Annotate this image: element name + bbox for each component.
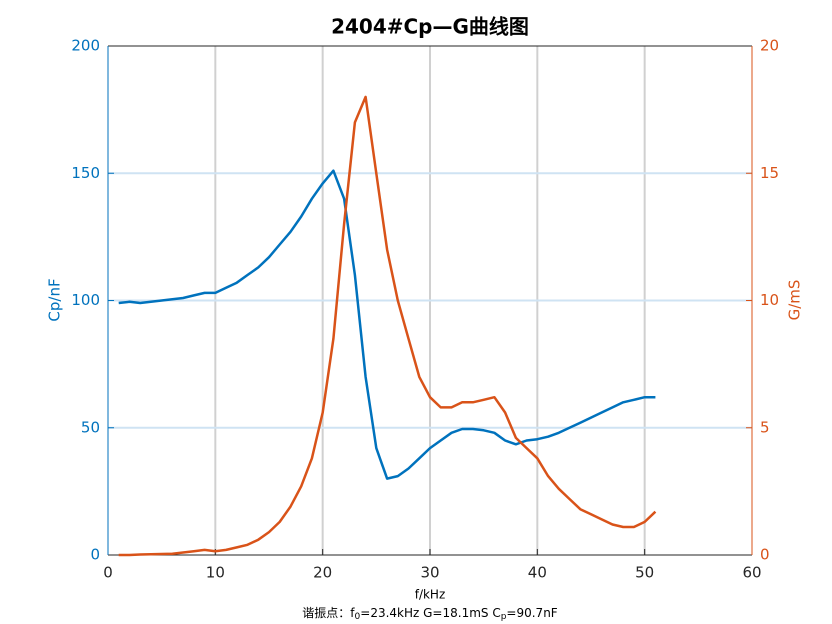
- y-tick-label: 0: [90, 546, 100, 564]
- x-tick-label: 30: [420, 564, 439, 582]
- x-tick-label: 20: [313, 564, 332, 582]
- y-tick-label: 200: [71, 37, 100, 55]
- y2-axis-label: G/mS: [786, 280, 804, 321]
- x-tick-label: 60: [742, 564, 761, 582]
- x-tick-label: 0: [103, 564, 113, 582]
- x-tick-label: 40: [528, 564, 547, 582]
- y2-tick-label: 0: [760, 546, 770, 564]
- series-line: [118, 95, 657, 557]
- annotation-part: 谐振点：f: [302, 606, 355, 620]
- y2-tick-label: 15: [760, 164, 779, 182]
- annotation: 谐振点：f0=23.4kHz G=18.1mS Cp=90.7nF: [302, 606, 558, 622]
- annotation-sub: 0: [355, 612, 361, 622]
- annotation-part: =90.7nF: [506, 606, 557, 620]
- annotation-sub: p: [501, 612, 507, 622]
- y2-tick-label: 20: [760, 37, 779, 55]
- y-tick-label: 150: [71, 164, 100, 182]
- x-axis-label: f/kHz: [415, 588, 446, 602]
- y2-tick-label: 5: [760, 418, 770, 436]
- y-axis-label: Cp/nF: [46, 278, 64, 321]
- y-tick-label: 100: [71, 291, 100, 309]
- x-tick-label: 10: [206, 564, 225, 582]
- annotation-part: =23.4kHz G=18.1mS C: [360, 606, 500, 620]
- series-line: [118, 169, 656, 480]
- y-tick-label: 50: [81, 418, 100, 436]
- x-tick-label: 50: [635, 564, 654, 582]
- y2-tick-label: 10: [760, 291, 779, 309]
- chart-title: 2404#Cp—G曲线图: [331, 15, 529, 39]
